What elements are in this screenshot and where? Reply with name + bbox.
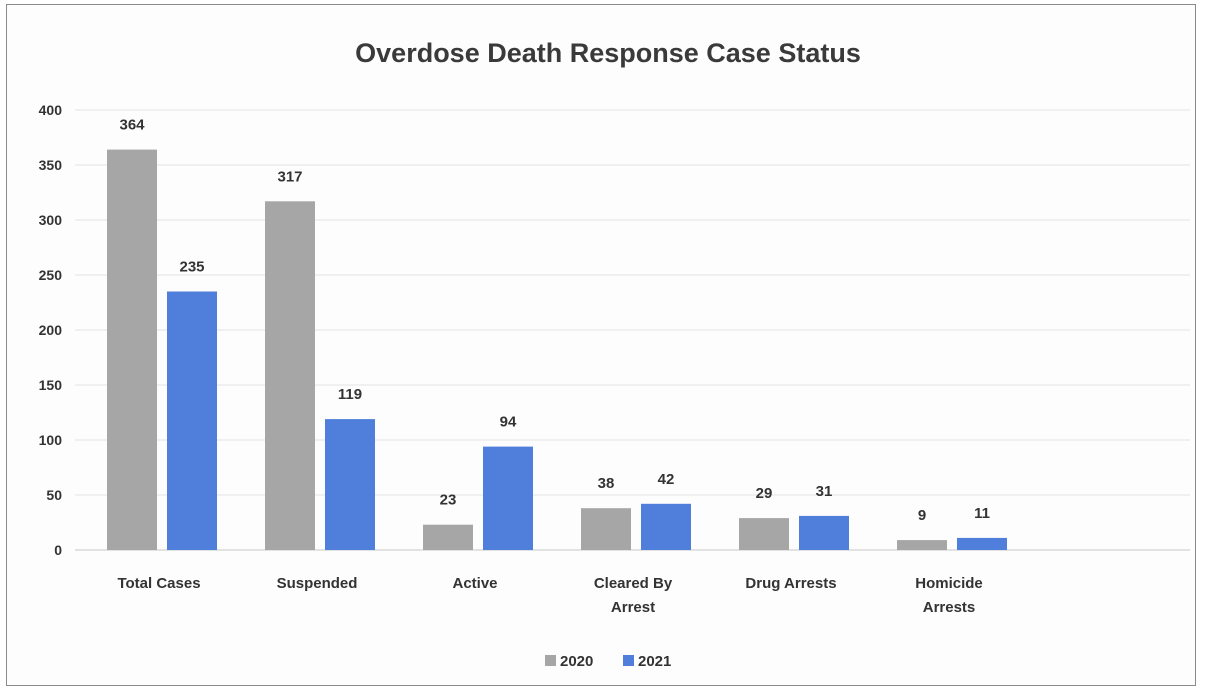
y-tick-label: 300 (39, 212, 63, 228)
y-tick-label: 350 (39, 157, 63, 173)
bar-2021 (483, 446, 533, 550)
data-label: 42 (658, 471, 675, 488)
bar-2020 (107, 149, 157, 550)
data-label: 9 (918, 507, 926, 524)
category-labels: Total Cases Suspended Active Cleared By Arre… (117, 575, 982, 616)
data-label: 31 (816, 483, 833, 500)
data-label: 23 (440, 492, 457, 509)
category-label: Suspended (277, 575, 358, 592)
bar-2020 (897, 540, 947, 550)
category-label: Active (452, 575, 497, 592)
bar-2021 (957, 537, 1007, 550)
y-tick-label: 200 (39, 322, 63, 338)
y-tick-label: 400 (39, 102, 63, 118)
bar-2021 (325, 419, 375, 550)
bars (107, 149, 1007, 551)
data-label: 119 (338, 386, 362, 403)
bar-2020 (581, 508, 631, 550)
y-tick-label: 100 (39, 432, 63, 448)
bar-2021 (167, 291, 217, 550)
gridlines (75, 109, 1190, 551)
y-tick-label: 0 (54, 542, 62, 558)
data-label: 29 (756, 485, 773, 502)
category-label: Cleared By (594, 575, 673, 592)
bar-2021 (641, 503, 691, 550)
bar-2021 (799, 515, 849, 550)
data-label: 11 (974, 505, 990, 522)
data-label: 94 (500, 414, 517, 431)
legend-swatch-2021 (623, 655, 634, 666)
category-label: Homicide (915, 575, 983, 592)
bar-2020 (265, 201, 315, 551)
data-label: 235 (179, 259, 204, 276)
category-label: Drug Arrests (745, 575, 836, 592)
data-labels: 364 235 317 119 23 94 38 42 29 31 9 11 (119, 117, 989, 524)
legend-swatch-2020 (545, 655, 556, 666)
bar-2020 (739, 518, 789, 550)
y-tick-label: 250 (39, 267, 63, 283)
legend-label: 2021 (638, 653, 671, 670)
y-tick-label: 50 (46, 487, 62, 503)
category-label: Arrest (611, 599, 655, 616)
chart-title: Overdose Death Response Case Status (355, 38, 861, 68)
data-label: 38 (598, 475, 615, 492)
y-tick-label: 150 (39, 377, 63, 393)
category-label: Total Cases (117, 575, 200, 592)
y-axis-ticks: 0 50 100 150 200 250 300 350 400 (39, 102, 63, 558)
data-label: 364 (119, 117, 145, 134)
legend: 2020 2021 (545, 653, 671, 670)
bar-2020 (423, 524, 473, 550)
category-label: Arrests (923, 599, 976, 616)
legend-label: 2020 (560, 653, 593, 670)
data-label: 317 (277, 168, 302, 185)
